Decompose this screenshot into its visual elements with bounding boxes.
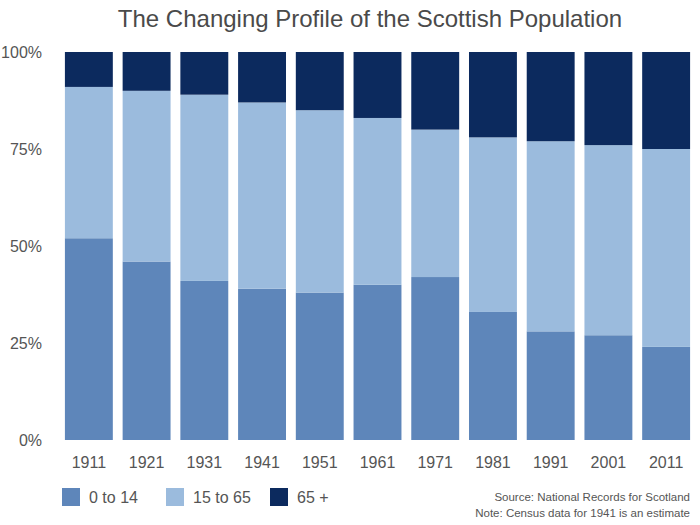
bar-segment <box>527 52 575 141</box>
bar-segment <box>296 110 344 292</box>
x-tick-label: 1911 <box>72 454 107 471</box>
bar-segment <box>123 52 171 91</box>
x-tick-label: 1921 <box>129 454 165 471</box>
x-tick-label: 1961 <box>360 454 396 471</box>
bar-segment <box>642 149 690 347</box>
y-tick-label: 25% <box>10 335 42 352</box>
x-tick-label: 1951 <box>302 454 338 471</box>
bar-segment <box>527 331 575 440</box>
bar-segment <box>584 335 632 440</box>
bar-segment <box>354 118 402 285</box>
bar-segment <box>411 52 459 130</box>
x-tick-label: 1971 <box>417 454 453 471</box>
bar-segment <box>527 141 575 331</box>
chart: The Changing Profile of the Scottish Pop… <box>0 0 700 525</box>
bar-segment <box>123 91 171 262</box>
bar-segment <box>584 145 632 335</box>
bar-segment <box>411 277 459 440</box>
bar-segment <box>296 52 344 110</box>
bar-segment <box>354 285 402 440</box>
bar-segment <box>180 95 228 281</box>
bar-segment <box>238 52 286 102</box>
bar-segment <box>65 52 113 87</box>
bar-segment <box>642 52 690 149</box>
bar-segment <box>354 52 402 118</box>
bar-segment <box>469 137 517 312</box>
legend-label: 15 to 65 <box>193 489 251 506</box>
bar-segment <box>642 347 690 440</box>
x-tick-label: 1931 <box>187 454 223 471</box>
annotation: Source: National Records for Scotland <box>494 491 690 503</box>
bar-segment <box>469 52 517 137</box>
bar-segment <box>469 312 517 440</box>
legend-swatch <box>270 488 288 506</box>
y-tick-label: 100% <box>1 44 42 61</box>
x-tick-label: 2001 <box>591 454 627 471</box>
legend-label: 0 to 14 <box>89 489 138 506</box>
bar-segment <box>65 238 113 440</box>
y-tick-label: 75% <box>10 141 42 158</box>
bar-segment <box>238 102 286 288</box>
bar-segment <box>584 52 632 145</box>
bar-segment <box>238 289 286 440</box>
x-tick-label: 2011 <box>649 454 684 471</box>
bar-segment <box>180 281 228 440</box>
x-tick-label: 1981 <box>475 454 511 471</box>
legend-swatch <box>62 488 80 506</box>
bar-segment <box>296 293 344 440</box>
bar-segment <box>123 262 171 440</box>
x-tick-label: 1941 <box>244 454 280 471</box>
bar-segment <box>180 52 228 95</box>
bar-segment <box>411 130 459 277</box>
title: The Changing Profile of the Scottish Pop… <box>118 5 622 32</box>
bars <box>65 52 690 440</box>
y-tick-label: 50% <box>10 238 42 255</box>
y-tick-label: 0% <box>19 432 42 449</box>
x-tick-label: 1991 <box>533 454 569 471</box>
bar-segment <box>65 87 113 238</box>
annotation: Note: Census data for 1941 is an estimat… <box>475 507 690 519</box>
legend-swatch <box>166 488 184 506</box>
legend-label: 65 + <box>297 489 329 506</box>
